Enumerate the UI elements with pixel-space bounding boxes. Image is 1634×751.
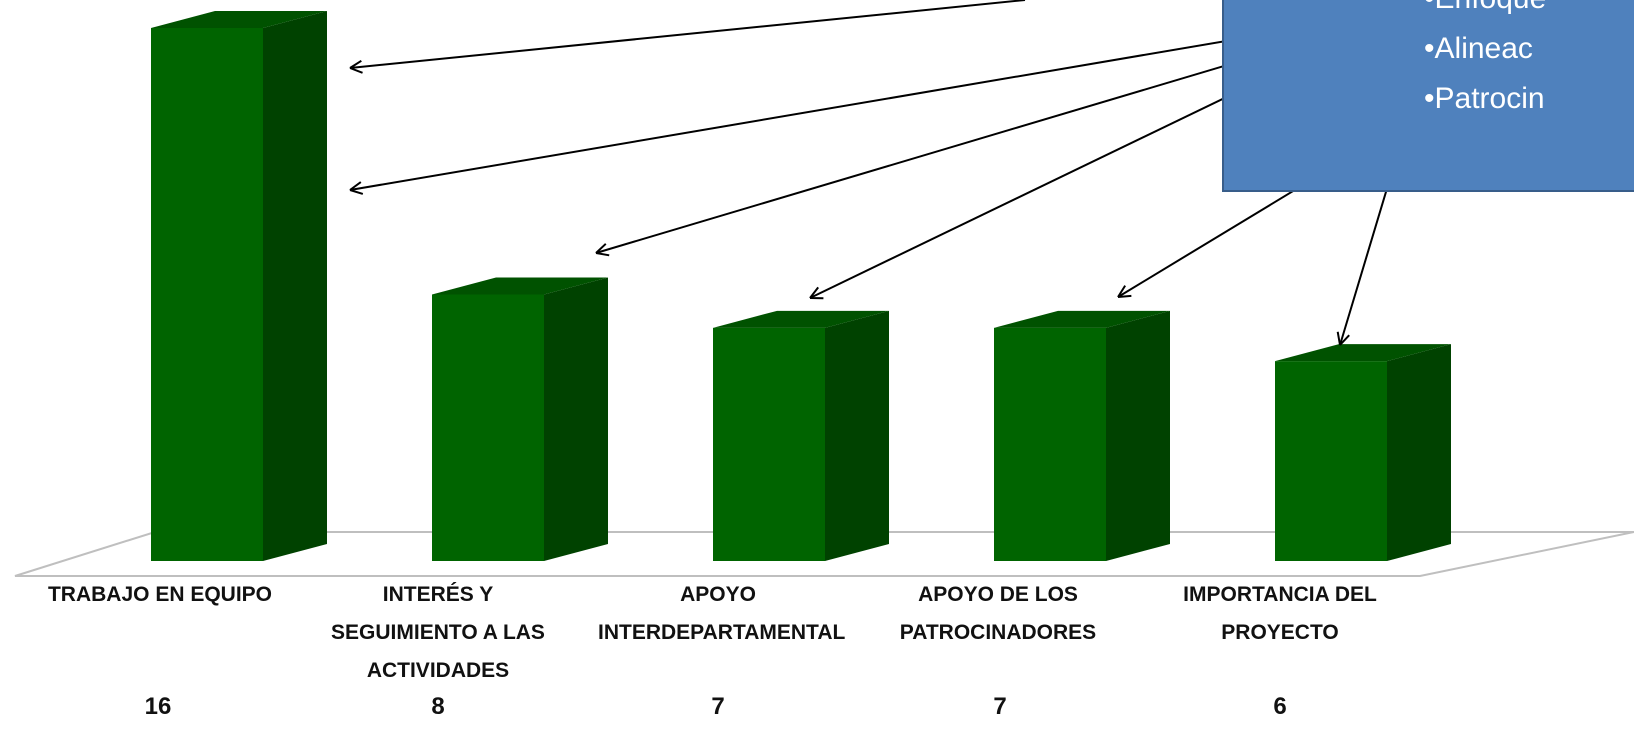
category-label-3: Apoyo de los Patrocinadores	[899, 583, 1097, 644]
category-label-2: Apoyo Interdepartamental	[598, 583, 846, 644]
callout-item-0: Enfoque	[1424, 0, 1634, 24]
callout-box: Enfoque Alineac Patrocin	[1222, 0, 1634, 192]
bar-2	[713, 327, 825, 561]
value-label-4: 6	[1273, 693, 1287, 720]
bar-0	[151, 28, 263, 561]
callout-arrow-0	[349, 0, 1026, 74]
bar-side-2	[825, 310, 889, 561]
bar-top-2	[713, 310, 889, 328]
callout-item-1: Alineac	[1424, 24, 1634, 74]
bar-1	[432, 294, 544, 561]
bar-side-1	[544, 277, 608, 561]
bar-top-1	[432, 277, 608, 295]
value-label-1: 8	[431, 693, 445, 720]
bar-top-0	[151, 11, 327, 28]
bar-top-4	[1275, 344, 1451, 362]
bar-3	[994, 327, 1106, 561]
category-label-0: Trabajo en Equipo	[47, 583, 273, 606]
value-label-2: 7	[711, 693, 725, 720]
value-label-3: 7	[993, 693, 1007, 720]
value-label-0: 16	[144, 693, 172, 720]
bars-group	[151, 11, 1451, 561]
bar-top-3	[994, 310, 1170, 328]
bar-4	[1275, 361, 1387, 561]
bar-side-3	[1106, 310, 1170, 561]
category-label-1: Interés y Seguimiento a las Actividades	[331, 583, 545, 682]
callout-item-2: Patrocin	[1424, 74, 1634, 124]
category-label-4: Importancia del proyecto	[1183, 583, 1377, 644]
bar-side-4	[1387, 344, 1451, 561]
bar-side-0	[263, 11, 327, 561]
